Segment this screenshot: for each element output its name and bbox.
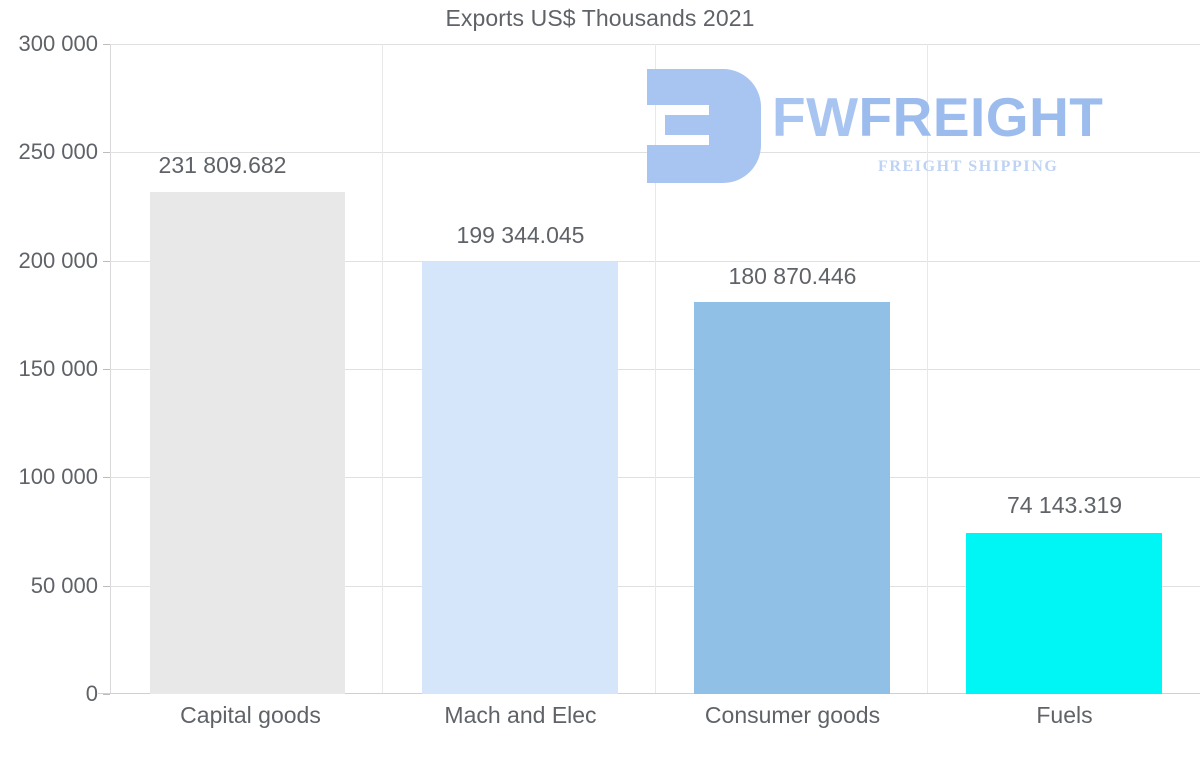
plot-area: [98, 44, 1200, 694]
x-axis-label-mach-and-elec: Mach and Elec: [444, 702, 597, 728]
bar-value-label-capital-goods: 231 809.682: [158, 152, 287, 178]
chart-title: Exports US$ Thousands 2021: [445, 5, 755, 31]
y-axis-tick-label: 300 000: [18, 31, 98, 56]
y-axis-tick-label: 50 000: [30, 573, 98, 598]
y-axis-tick-mark: [103, 369, 110, 370]
gridline-vertical: [655, 44, 656, 694]
y-axis-tick-mark: [103, 586, 110, 587]
y-axis-tick-mark: [103, 694, 110, 695]
gridline-vertical: [927, 44, 928, 694]
x-axis-label-capital-goods: Capital goods: [180, 702, 321, 728]
y-axis-tick-mark: [103, 261, 110, 262]
bar-mach-and-elec[interactable]: [422, 262, 618, 694]
bar-capital-goods[interactable]: [150, 192, 345, 694]
bar-value-label-consumer-goods: 180 870.446: [728, 263, 857, 289]
bar-value-label-mach-and-elec: 199 344.045: [456, 222, 585, 248]
gridline-vertical: [382, 44, 383, 694]
bar-fuels[interactable]: [966, 533, 1162, 694]
y-axis-tick-label: 150 000: [18, 356, 98, 381]
y-axis-tick-mark: [103, 44, 110, 45]
y-axis-tick-label: 100 000: [18, 464, 98, 489]
y-axis-tick-mark: [103, 477, 110, 478]
x-axis-line: [98, 693, 1200, 694]
x-axis-label-consumer-goods: Consumer goods: [704, 702, 881, 728]
bar-consumer-goods[interactable]: [694, 302, 890, 694]
x-axis-label-fuels: Fuels: [1036, 702, 1093, 728]
y-axis-tick-label: 200 000: [18, 248, 98, 273]
bar-value-label-fuels: 74 143.319: [1006, 492, 1123, 518]
y-axis-tick-label: 0: [85, 681, 98, 706]
